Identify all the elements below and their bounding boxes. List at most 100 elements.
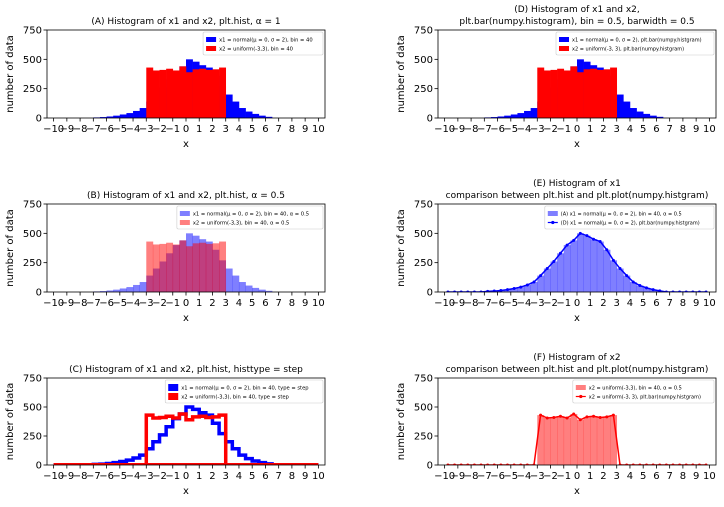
bar [146,67,154,118]
bar [119,114,127,118]
x-tick-label: −3 [139,298,154,309]
bar [656,116,664,118]
bar [106,290,114,292]
panel-b: −10−9−8−7−6−5−4−3−2−1 0 1 2 3 4 5 6 7 8 9 10x025050… [5,191,326,324]
series-point [545,416,549,420]
y-tick-label: 500 [414,403,433,414]
y-axis: 0 250 500 750 number of data [396,200,438,299]
bar [172,244,180,292]
chart-title: (F) Histogram of x2 comparison between pl… [446,353,709,375]
bar [232,275,240,292]
x-tick-label: 10 [703,124,716,135]
x-tick-label: −2 [543,298,558,309]
bar [590,416,598,465]
title-line: (B) Histogram of x1 and x2, plt.hist, α … [87,191,285,201]
x-tick-label: −6 [99,298,114,309]
bar [113,115,121,118]
x-tick-label: 7 [275,471,281,482]
x-tick-label: −4 [126,298,141,309]
x-tick-label: 10 [312,471,325,482]
bar [629,108,637,118]
x-tick-label: 1 [587,471,593,482]
bar [583,416,591,465]
series-2 [446,231,708,292]
x-tick-label: −1 [165,124,180,135]
bar [517,113,525,118]
chart-title: (A) Histogram of x1 and x2, plt.hist, α … [91,17,280,27]
bar [245,111,253,118]
y-tick-label: 750 [23,374,42,385]
plot-area [446,231,708,292]
bar [265,290,273,292]
x-axis-label: x [574,139,580,150]
legend: x1 = normal(μ = 0, σ = 2), bin = 40, α =… [176,205,324,230]
series-point [512,286,516,290]
x-tick-label: 4 [236,471,242,482]
x-tick-label: 2 [600,124,606,135]
x-tick-label: −9 [450,124,465,135]
legend-label: x1 = normal(μ = 0, σ = 2), bin = 40 [219,37,313,43]
bar [543,70,551,118]
x-tick-label: −8 [73,124,88,135]
series-point [618,267,622,271]
bar [219,67,227,118]
x-tick-label: 1 [196,471,202,482]
legend-box [572,379,715,404]
bar [563,70,571,118]
x-tick-label: 3 [223,298,229,309]
x-tick-label: 9 [302,124,308,135]
series-2 [146,240,227,292]
x-tick-label: 0 [183,471,189,482]
x-tick-label: 7 [666,471,672,482]
legend: x1 = normal(μ = 0, σ = 2), plt.bar(numpy… [555,31,715,56]
bar [99,291,107,292]
panel-d: −10−9−8−7−6−5−4−3−2−1 0 1 2 3 4 5 6 7 8 9 10x025050… [396,5,717,150]
x-tick-label: −5 [503,124,518,135]
x-tick-label: −10 [43,124,64,135]
bar [590,239,598,292]
series-line [447,232,707,292]
x-tick-label: −1 [165,471,180,482]
legend: (A) x1 = normal(μ = 0, σ = 2), bin = 40,… [544,205,715,230]
x-tick-label: 6 [262,298,268,309]
legend-label: x1 = normal(μ = 0, σ = 2), bin = 40, α =… [193,211,309,217]
bar [590,68,598,118]
series-point [658,289,662,292]
bar [504,115,512,118]
bar [563,245,571,292]
x-tick-label: −7 [86,298,101,309]
legend-handle-patch [575,385,586,390]
y-tick-label: 750 [23,26,42,37]
series-point [552,415,556,419]
y-tick-label: 0 [427,114,433,125]
bar [199,242,207,292]
legend-box [555,31,715,56]
bar [258,289,266,292]
legend-handle-patch [206,46,217,51]
x-tick-label: −10 [43,298,64,309]
x-tick-label: 10 [312,298,325,309]
bar [537,67,545,118]
series-point [611,413,615,417]
series-point [519,285,523,289]
bar [616,268,624,292]
x-tick-label: −1 [556,124,571,135]
y-tick-label: 0 [36,461,42,472]
x-axis: −10−9−8−7−6−5−4−3−2−1 0 1 2 3 4 5 6 7 8 9 10x [43,465,325,497]
x-tick-label: 10 [703,298,716,309]
bar [113,289,121,292]
bar [192,243,200,292]
series-point [585,415,589,419]
legend-label: (D) x1 = normal(μ = 0, σ = 2), plt.bar(n… [561,220,700,226]
bar [610,415,618,465]
bar [610,67,618,118]
x-tick-label: 3 [614,471,620,482]
y-axis-label: number of data [396,35,407,113]
y-axis-label: number of data [396,383,407,461]
series-point [638,284,642,288]
x-tick-label: −6 [490,298,505,309]
series-point [598,415,602,419]
y-tick-label: 500 [414,229,433,240]
x-tick-label: −10 [434,471,455,482]
series-point [645,286,648,290]
